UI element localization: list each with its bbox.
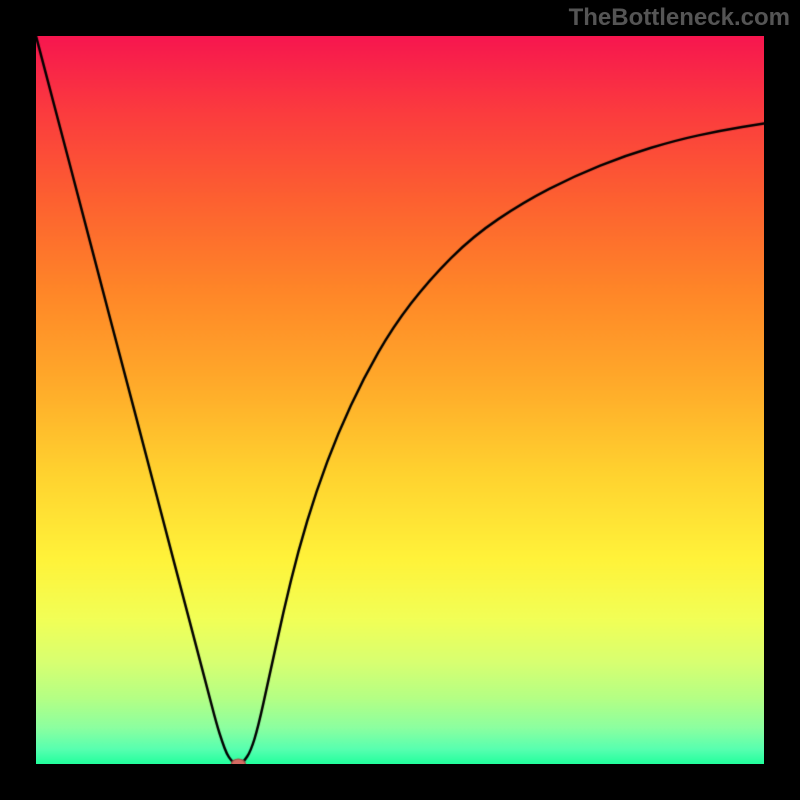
- plot-canvas: [36, 36, 764, 764]
- plot-area: [36, 36, 764, 764]
- watermark-text: TheBottleneck.com: [569, 4, 790, 32]
- chart-root: TheBottleneck.com: [0, 0, 800, 800]
